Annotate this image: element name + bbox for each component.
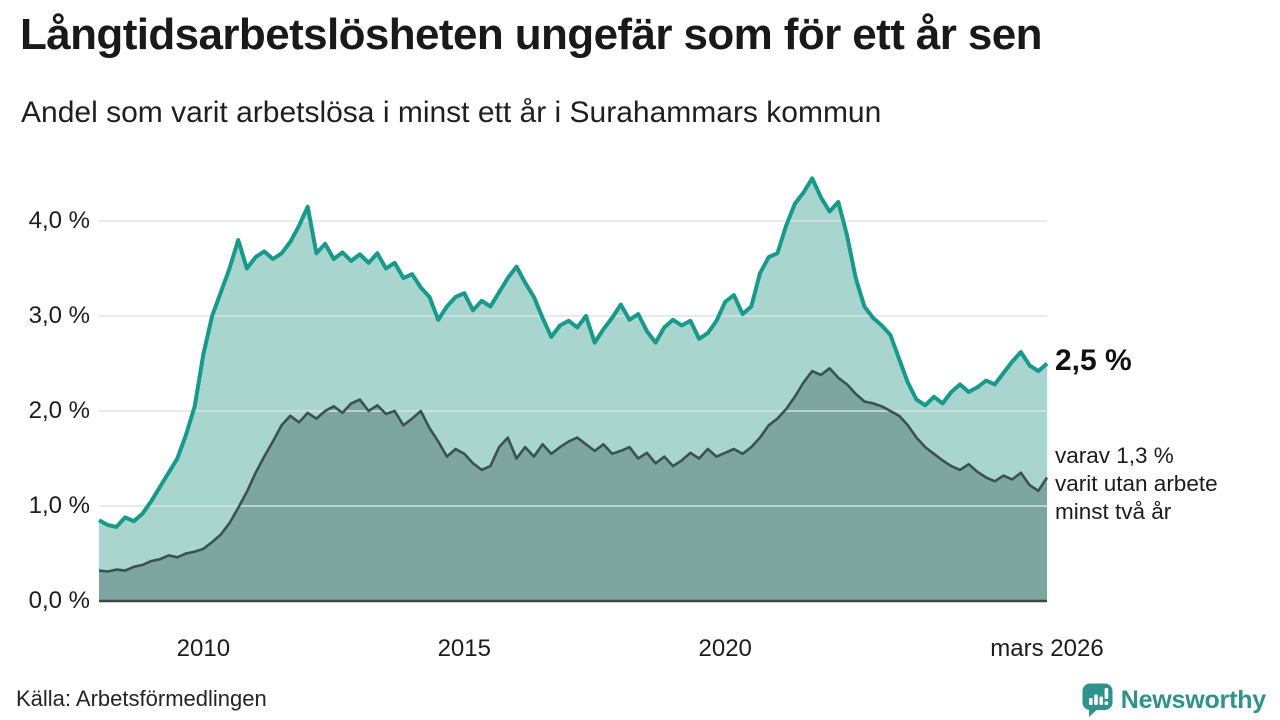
x-tick-label: 2015 — [437, 635, 491, 662]
y-tick-label: 0,0 % — [28, 587, 90, 614]
line-two-years — [98, 367, 1049, 573]
secondary-series-annotation: varav 1,3 % varit utan arbete minst två … — [1055, 442, 1218, 526]
page-subtitle: Andel som varit arbetslösa i minst ett å… — [21, 96, 882, 129]
secondary-annotation-line3: minst två år — [1055, 499, 1172, 524]
y-tick-label: 3,0 % — [28, 302, 90, 329]
x-tick-label: 2020 — [698, 635, 752, 662]
newsworthy-logo-icon — [1082, 683, 1113, 717]
y-tick-label: 4,0 % — [28, 207, 90, 234]
x-tick-label: 2010 — [176, 635, 231, 662]
line-total — [98, 176, 1049, 529]
secondary-annotation-line1: varav 1,3 % — [1055, 443, 1174, 468]
newsworthy-logo-text: Newsworthy — [1120, 686, 1266, 714]
secondary-annotation-line2: varit utan arbete — [1055, 471, 1218, 496]
y-tick-label: 2,0 % — [28, 397, 90, 424]
x-tick-label: mars 2026 — [990, 635, 1104, 662]
newsworthy-logo: Newsworthy — [1081, 682, 1266, 719]
source-note: Källa: Arbetsförmedlingen — [16, 686, 267, 711]
page-title: Långtidsarbetslösheten ungefär som för e… — [20, 10, 1043, 59]
area-two-years — [99, 368, 1047, 601]
y-tick-label: 1,0 % — [28, 492, 90, 519]
latest-value-label: 2,5 % — [1055, 344, 1132, 377]
